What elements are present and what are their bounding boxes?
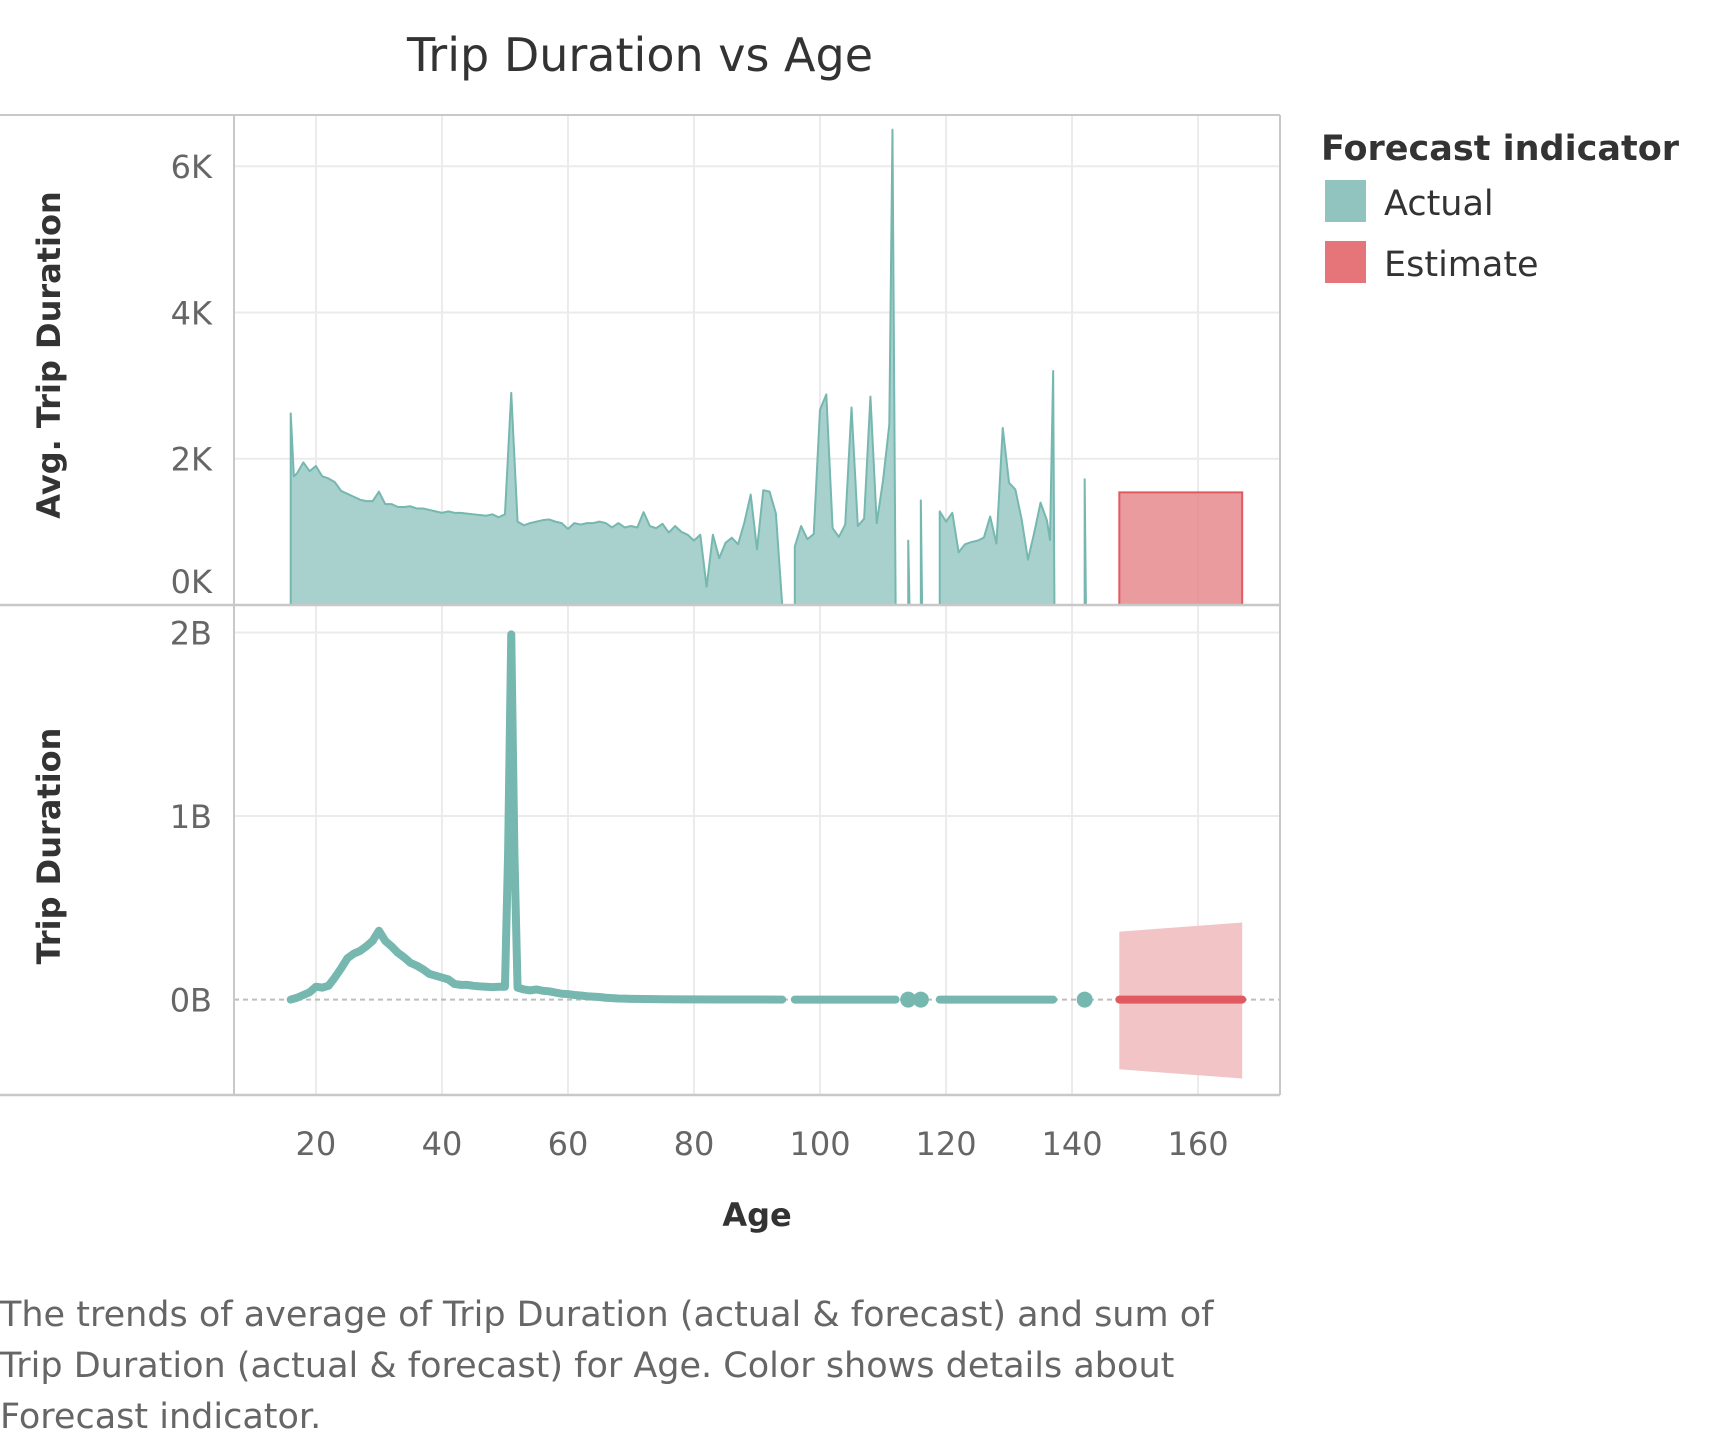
x-tick-label: 160 — [1168, 1125, 1229, 1163]
actual-point — [1076, 991, 1093, 1008]
legend-item-actual: Actual — [1384, 184, 1494, 224]
actual-area — [938, 369, 1056, 606]
chart-title: Trip Duration vs Age — [406, 28, 873, 82]
legend-swatch-actual — [1325, 180, 1366, 222]
top-y-tick-label: 2K — [171, 441, 213, 479]
actual-area — [289, 391, 784, 606]
actual-point — [912, 991, 929, 1008]
top-y-tick-label: 4K — [171, 294, 213, 332]
trip-duration-panel: 0B 1B 2B — [170, 605, 1280, 1095]
legend-item-estimate: Estimate — [1384, 245, 1539, 285]
x-tick-label: 140 — [1042, 1125, 1103, 1163]
actual-area — [907, 539, 911, 606]
top-y-tick-label: 6K — [171, 148, 213, 186]
x-tick-label: 120 — [915, 1125, 976, 1163]
x-tick-label: 80 — [674, 1125, 715, 1163]
actual-area — [1083, 478, 1087, 606]
x-tick-label: 100 — [789, 1125, 850, 1163]
actual-line — [286, 630, 787, 1004]
bottom-y-tick-label: 1B — [170, 798, 212, 836]
chart-caption: The trends of average of Trip Duration (… — [0, 1295, 1214, 1437]
estimate-area — [1118, 491, 1244, 607]
legend-title: Forecast indicator — [1321, 129, 1680, 169]
avg-trip-duration-panel: 0K 2K 4K 6K — [171, 115, 1280, 607]
x-tick-label: 40 — [422, 1125, 463, 1163]
x-tick-label: 20 — [296, 1125, 337, 1163]
actual-area — [793, 128, 897, 606]
actual-area — [919, 499, 924, 606]
bottom-y-tick-label: 2B — [170, 615, 212, 653]
top-y-tick-label: 0K — [171, 563, 213, 601]
legend: Forecast indicator Actual Estimate — [1321, 129, 1680, 285]
top-y-axis-title: Avg. Trip Duration — [30, 191, 68, 519]
legend-swatch-estimate — [1325, 241, 1366, 283]
bottom-y-tick-label: 0B — [170, 982, 212, 1020]
bottom-y-axis-title: Trip Duration — [30, 728, 68, 965]
actual-point — [900, 991, 917, 1008]
x-tick-label: 60 — [548, 1125, 589, 1163]
x-axis-title: Age — [722, 1196, 791, 1234]
